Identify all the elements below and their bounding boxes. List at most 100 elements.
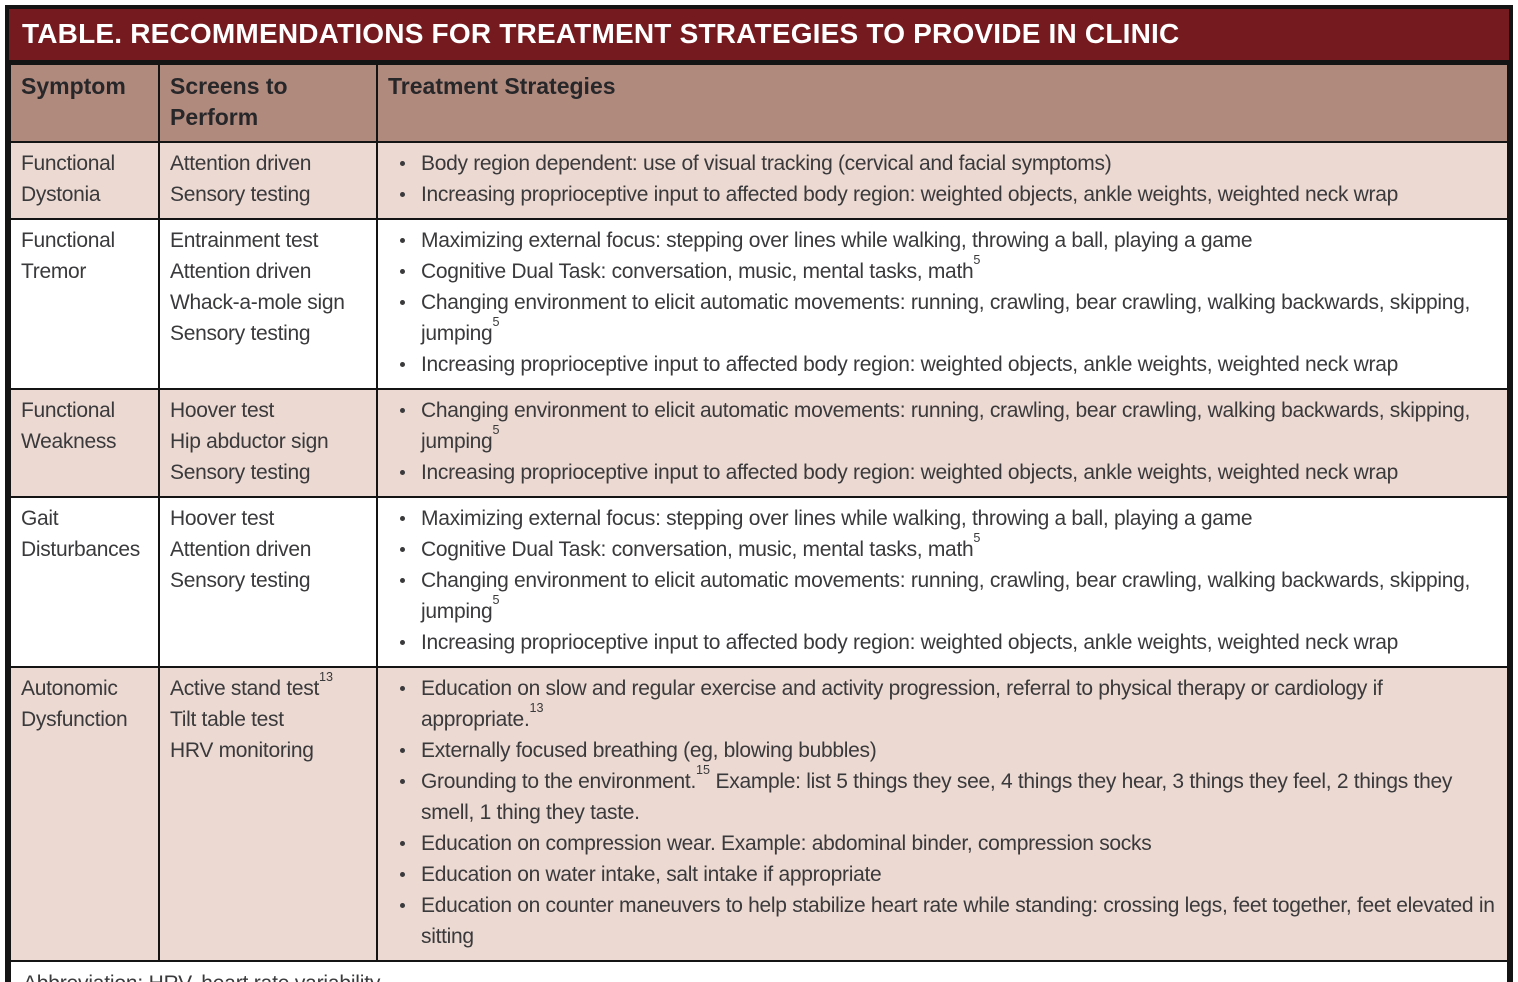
strategy-item: Changing environment to elicit automatic… bbox=[388, 395, 1497, 457]
bullet-icon bbox=[400, 748, 405, 753]
bullet-icon bbox=[400, 903, 405, 908]
strategies-cell: Education on slow and regular exercise a… bbox=[376, 666, 1509, 962]
strategy-text: Increasing proprioceptive input to affec… bbox=[421, 631, 1398, 654]
strategy-item: Education on slow and regular exercise a… bbox=[388, 673, 1497, 735]
strategy-item: Education on water intake, salt intake i… bbox=[388, 859, 1497, 890]
strategy-text: Education on slow and regular exercise a… bbox=[421, 677, 1383, 731]
table-title: TABLE. RECOMMENDATIONS FOR TREATMENT STR… bbox=[9, 9, 1509, 63]
screen-item: Sensory testing bbox=[170, 183, 311, 206]
strategy-item: Increasing proprioceptive input to affec… bbox=[388, 457, 1497, 488]
strategy-item: Changing environment to elicit automatic… bbox=[388, 565, 1497, 627]
bullet-icon bbox=[400, 640, 405, 645]
table-row: Autonomic Dysfunction Active stand test13… bbox=[9, 666, 1509, 962]
col-header-symptom: Symptom bbox=[9, 63, 160, 143]
table-row: Functional Tremor Entrainment test Attenti… bbox=[9, 218, 1509, 390]
screen-item: Attention driven bbox=[170, 260, 312, 283]
screen-item: Whack-a-mole sign bbox=[170, 291, 345, 314]
strategy-item: Increasing proprioceptive input to affec… bbox=[388, 627, 1497, 658]
strategy-text: Body region dependent: use of visual tra… bbox=[421, 152, 1112, 175]
strategy-item: Cognitive Dual Task: conversation, music… bbox=[388, 253, 1497, 287]
bullet-icon bbox=[400, 578, 405, 583]
bullet-icon bbox=[400, 269, 405, 274]
strategy-text: Education on water intake, salt intake i… bbox=[421, 863, 882, 886]
bullet-icon bbox=[400, 872, 405, 877]
symptom-cell: Gait Disturbances bbox=[9, 496, 160, 668]
screen-item: Sensory testing bbox=[170, 569, 311, 592]
bullet-icon bbox=[400, 470, 405, 475]
strategy-text: Education on counter maneuvers to help s… bbox=[421, 894, 1495, 948]
screens-cell: Hoover test Hip abductor sign Sensory test… bbox=[158, 388, 378, 498]
bullet-icon bbox=[400, 547, 405, 552]
screen-item: Hip abductor sign bbox=[170, 430, 329, 453]
symptom-cell: Functional Weakness bbox=[9, 388, 160, 498]
screens-cell: Attention driven Sensory testing bbox=[158, 141, 378, 220]
bullet-icon bbox=[400, 686, 405, 691]
strategy-text: Changing environment to elicit automatic… bbox=[421, 569, 1470, 623]
strategy-item: Cognitive Dual Task: conversation, music… bbox=[388, 531, 1497, 565]
footer-cell: Abbreviation: HRV, heart rate variabilit… bbox=[9, 960, 1509, 982]
strategy-text: Grounding to the environment.15 Example:… bbox=[421, 763, 1453, 824]
table-grid: Symptom Screens to Perform Treatment Str… bbox=[9, 63, 1509, 982]
strategies-cell: Maximizing external focus: stepping over… bbox=[376, 496, 1509, 668]
strategy-item: Increasing proprioceptive input to affec… bbox=[388, 349, 1497, 380]
bullet-icon bbox=[400, 408, 405, 413]
strategy-item: Education on compression wear. Example: … bbox=[388, 828, 1497, 859]
table-row: Gait Disturbances Hoover test Attention dr… bbox=[9, 496, 1509, 668]
strategy-text: Cognitive Dual Task: conversation, music… bbox=[421, 531, 981, 561]
col-header-screens-to-perform: Screens to Perform bbox=[158, 63, 378, 143]
table-body: Functional Dystonia Attention driven Senso… bbox=[9, 141, 1509, 962]
bullet-icon bbox=[400, 779, 405, 784]
screens-cell: Entrainment test Attention driven Whack-a-… bbox=[158, 218, 378, 390]
bullet-icon bbox=[400, 192, 405, 197]
screen-item: Hoover test bbox=[170, 399, 275, 422]
screen-item: Sensory testing bbox=[170, 461, 311, 484]
strategy-text: Maximizing external focus: stepping over… bbox=[421, 229, 1253, 252]
screen-item: Active stand test13 bbox=[170, 670, 333, 700]
strategy-item: Externally focused breathing (eg, blowin… bbox=[388, 735, 1497, 766]
strategy-item: Maximizing external focus: stepping over… bbox=[388, 503, 1497, 534]
screens-cell: Hoover test Attention driven Sensory testi… bbox=[158, 496, 378, 668]
table-row: Functional Weakness Hoover test Hip abduct… bbox=[9, 388, 1509, 498]
symptom-cell: Functional Dystonia bbox=[9, 141, 160, 220]
bullet-icon bbox=[400, 841, 405, 846]
strategies-cell: Maximizing external focus: stepping over… bbox=[376, 218, 1509, 390]
bullet-icon bbox=[400, 161, 405, 166]
screens-cell: Active stand test13 Tilt table test HRV mo… bbox=[158, 666, 378, 962]
strategy-text: Education on compression wear. Example: … bbox=[421, 832, 1152, 855]
col-header-treatment-strategies: Treatment Strategies bbox=[376, 63, 1509, 143]
table-header-row: Symptom Screens to Perform Treatment Str… bbox=[9, 63, 1509, 143]
screen-item: Attention driven bbox=[170, 538, 312, 561]
screen-item: Sensory testing bbox=[170, 322, 311, 345]
bullet-icon bbox=[400, 516, 405, 521]
bullet-icon bbox=[400, 238, 405, 243]
screen-item: Hoover test bbox=[170, 507, 275, 530]
screen-item: HRV monitoring bbox=[170, 739, 314, 762]
strategy-item: Changing environment to elicit automatic… bbox=[388, 287, 1497, 349]
symptom-cell: Autonomic Dysfunction bbox=[9, 666, 160, 962]
strategy-text: Increasing proprioceptive input to affec… bbox=[421, 183, 1398, 206]
strategy-item: Grounding to the environment.15 Example:… bbox=[388, 763, 1497, 828]
bullet-icon bbox=[400, 300, 405, 305]
strategy-text: Cognitive Dual Task: conversation, music… bbox=[421, 253, 981, 283]
strategy-text: Increasing proprioceptive input to affec… bbox=[421, 461, 1398, 484]
table-footer: Abbreviation: HRV, heart rate variabilit… bbox=[9, 960, 1509, 982]
strategies-cell: Body region dependent: use of visual tra… bbox=[376, 141, 1509, 220]
strategy-text: Increasing proprioceptive input to affec… bbox=[421, 353, 1398, 376]
strategy-item: Body region dependent: use of visual tra… bbox=[388, 148, 1497, 179]
strategy-item: Education on counter maneuvers to help s… bbox=[388, 890, 1497, 952]
screen-item: Entrainment test bbox=[170, 229, 319, 252]
strategy-item: Increasing proprioceptive input to affec… bbox=[388, 179, 1497, 210]
table-row: Functional Dystonia Attention driven Senso… bbox=[9, 141, 1509, 220]
strategy-text: Externally focused breathing (eg, blowin… bbox=[421, 739, 877, 762]
bullet-icon bbox=[400, 362, 405, 367]
treatment-strategies-table: TABLE. RECOMMENDATIONS FOR TREATMENT STR… bbox=[5, 5, 1513, 982]
screen-item: Attention driven bbox=[170, 152, 312, 175]
footer-abbreviation: Abbreviation: HRV, heart rate variabilit… bbox=[23, 968, 1495, 982]
screen-item: Tilt table test bbox=[170, 708, 284, 731]
strategy-text: Maximizing external focus: stepping over… bbox=[421, 507, 1253, 530]
symptom-cell: Functional Tremor bbox=[9, 218, 160, 390]
strategy-text: Changing environment to elicit automatic… bbox=[421, 399, 1470, 453]
strategy-item: Maximizing external focus: stepping over… bbox=[388, 225, 1497, 256]
strategy-text: Changing environment to elicit automatic… bbox=[421, 291, 1470, 345]
strategies-cell: Changing environment to elicit automatic… bbox=[376, 388, 1509, 498]
